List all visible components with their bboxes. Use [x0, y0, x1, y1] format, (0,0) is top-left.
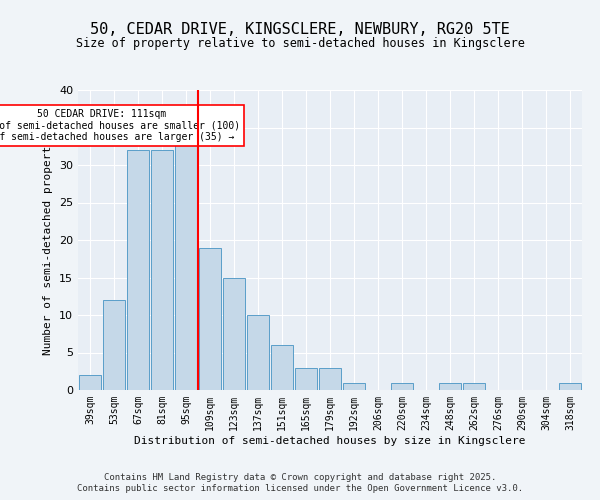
Y-axis label: Number of semi-detached properties: Number of semi-detached properties	[43, 125, 53, 355]
Bar	[559, 382, 581, 390]
Bar	[439, 382, 461, 390]
Bar	[391, 382, 413, 390]
X-axis label: Distribution of semi-detached houses by size in Kingsclere: Distribution of semi-detached houses by …	[134, 436, 526, 446]
Bar	[79, 375, 101, 390]
Bar	[175, 142, 197, 390]
Text: Contains HM Land Registry data © Crown copyright and database right 2025.: Contains HM Land Registry data © Crown c…	[104, 472, 496, 482]
Bar	[343, 382, 365, 390]
Text: 50 CEDAR DRIVE: 111sqm
← 73% of semi-detached houses are smaller (100)
26% of se: 50 CEDAR DRIVE: 111sqm ← 73% of semi-det…	[0, 109, 240, 142]
Bar	[295, 368, 317, 390]
Bar	[319, 368, 341, 390]
Bar	[463, 382, 485, 390]
Text: 50, CEDAR DRIVE, KINGSCLERE, NEWBURY, RG20 5TE: 50, CEDAR DRIVE, KINGSCLERE, NEWBURY, RG…	[90, 22, 510, 38]
Bar	[247, 315, 269, 390]
Bar	[127, 150, 149, 390]
Bar	[103, 300, 125, 390]
Bar	[151, 150, 173, 390]
Bar	[271, 345, 293, 390]
Bar	[199, 248, 221, 390]
Text: Size of property relative to semi-detached houses in Kingsclere: Size of property relative to semi-detach…	[76, 38, 524, 51]
Text: Contains public sector information licensed under the Open Government Licence v3: Contains public sector information licen…	[77, 484, 523, 493]
Bar	[223, 278, 245, 390]
